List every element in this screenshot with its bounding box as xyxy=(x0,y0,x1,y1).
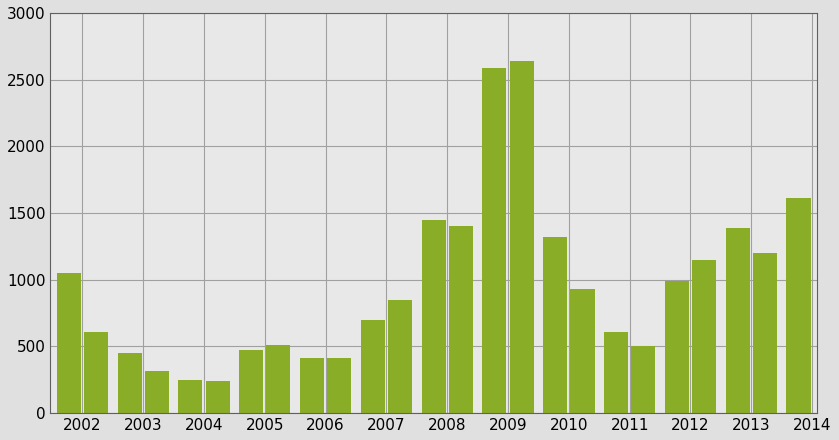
Bar xyxy=(753,253,777,413)
Bar xyxy=(482,68,507,413)
Bar xyxy=(179,380,202,413)
Bar xyxy=(57,273,81,413)
Bar xyxy=(786,198,810,413)
Bar xyxy=(84,332,108,413)
Bar xyxy=(631,346,655,413)
Bar xyxy=(692,260,717,413)
Bar xyxy=(327,358,352,413)
Bar xyxy=(117,353,142,413)
Bar xyxy=(422,220,446,413)
Bar xyxy=(267,345,290,413)
Bar xyxy=(206,381,230,413)
Bar xyxy=(726,228,750,413)
Bar xyxy=(664,281,689,413)
Bar xyxy=(449,227,473,413)
Bar xyxy=(509,61,534,413)
Bar xyxy=(388,301,412,413)
Bar xyxy=(571,289,595,413)
Bar xyxy=(604,332,628,413)
Bar xyxy=(300,359,324,413)
Bar xyxy=(543,237,567,413)
Bar xyxy=(239,350,263,413)
Bar xyxy=(145,370,169,413)
Bar xyxy=(361,320,385,413)
